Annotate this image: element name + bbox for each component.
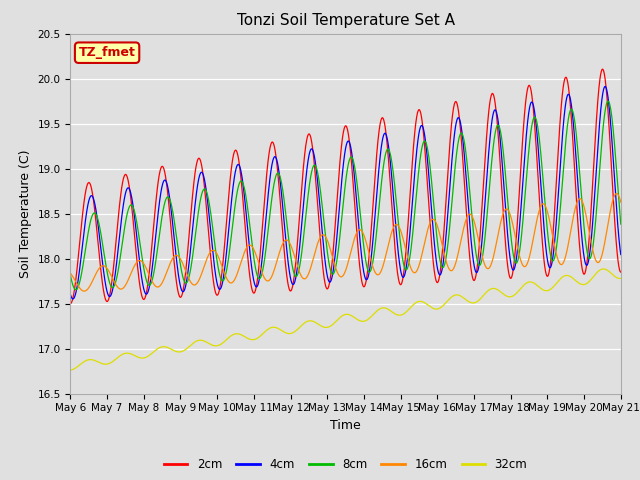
- 16cm: [612, 191, 620, 196]
- 16cm: [278, 243, 285, 249]
- 16cm: [606, 209, 614, 215]
- 4cm: [278, 192, 285, 198]
- 8cm: [607, 104, 614, 110]
- 4cm: [69, 296, 77, 302]
- 4cm: [607, 117, 614, 123]
- 32cm: [162, 344, 170, 350]
- 8cm: [67, 272, 74, 278]
- 8cm: [162, 196, 170, 202]
- 32cm: [129, 352, 137, 358]
- 16cm: [67, 270, 74, 276]
- 32cm: [606, 269, 614, 275]
- 2cm: [598, 66, 606, 72]
- 8cm: [278, 180, 285, 186]
- Title: Tonzi Soil Temperature Set A: Tonzi Soil Temperature Set A: [237, 13, 454, 28]
- 8cm: [604, 98, 612, 104]
- 4cm: [129, 205, 137, 211]
- 8cm: [301, 216, 309, 222]
- 32cm: [301, 320, 309, 325]
- 8cm: [72, 287, 80, 293]
- X-axis label: Time: Time: [330, 419, 361, 432]
- 2cm: [162, 176, 170, 181]
- 16cm: [301, 276, 309, 281]
- 2cm: [547, 258, 554, 264]
- 32cm: [278, 327, 285, 333]
- Text: TZ_fmet: TZ_fmet: [79, 46, 136, 59]
- 8cm: [617, 221, 625, 227]
- Line: 16cm: 16cm: [70, 193, 621, 291]
- 4cm: [301, 179, 309, 185]
- 4cm: [67, 291, 74, 297]
- 4cm: [547, 264, 555, 270]
- 4cm: [617, 252, 625, 257]
- 16cm: [162, 271, 170, 277]
- 2cm: [617, 269, 625, 275]
- 32cm: [600, 266, 607, 272]
- 2cm: [129, 218, 137, 224]
- 16cm: [617, 199, 625, 205]
- Line: 4cm: 4cm: [70, 86, 621, 299]
- 4cm: [162, 179, 170, 184]
- 16cm: [129, 265, 137, 271]
- Line: 2cm: 2cm: [70, 69, 621, 303]
- 16cm: [81, 288, 88, 294]
- 32cm: [547, 286, 554, 292]
- 4cm: [601, 84, 609, 89]
- 16cm: [547, 224, 555, 230]
- 8cm: [547, 254, 555, 260]
- Line: 8cm: 8cm: [70, 101, 621, 290]
- 2cm: [278, 214, 285, 219]
- 2cm: [301, 146, 309, 152]
- 32cm: [67, 367, 74, 373]
- 2cm: [67, 300, 74, 306]
- Legend: 2cm, 4cm, 8cm, 16cm, 32cm: 2cm, 4cm, 8cm, 16cm, 32cm: [159, 454, 532, 476]
- 8cm: [129, 205, 137, 211]
- Y-axis label: Soil Temperature (C): Soil Temperature (C): [19, 149, 32, 278]
- Line: 32cm: 32cm: [70, 269, 621, 370]
- 32cm: [617, 276, 625, 281]
- 2cm: [606, 142, 614, 147]
